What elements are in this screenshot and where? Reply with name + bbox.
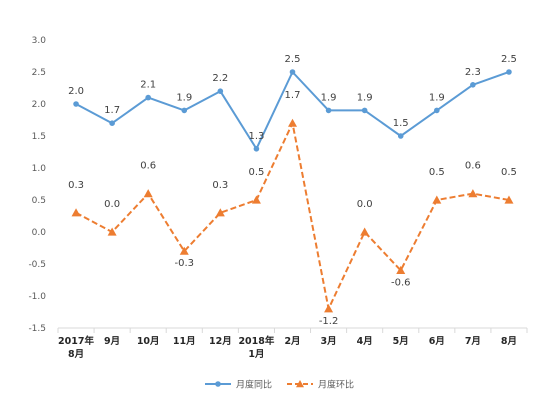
data-point-circle xyxy=(470,82,476,88)
x-tick-label: 8月 xyxy=(501,336,517,347)
x-tick-label-line2: 1月 xyxy=(248,349,264,360)
data-label: 2.2 xyxy=(212,73,228,84)
data-point-triangle xyxy=(251,195,261,204)
data-label: 0.6 xyxy=(140,161,156,172)
data-label: 1.7 xyxy=(104,105,120,116)
data-label: 0.5 xyxy=(501,167,517,178)
data-point-triangle xyxy=(179,246,189,255)
x-tick-label-line2: 8月 xyxy=(68,349,84,360)
data-point-circle xyxy=(289,69,296,75)
x-tick-label: 2017年 xyxy=(58,335,94,347)
data-label: -0.3 xyxy=(175,258,195,269)
data-label: 2.1 xyxy=(140,80,156,91)
data-point-circle xyxy=(361,107,368,114)
x-tick-label: 12月 xyxy=(209,336,232,347)
data-label: 2.5 xyxy=(501,54,517,65)
data-point-triangle xyxy=(504,195,514,204)
x-tick-label: 10月 xyxy=(137,336,160,347)
y-tick-label: -1.5 xyxy=(28,324,46,334)
x-tick-label: 2月 xyxy=(284,336,300,347)
data-label: 0.0 xyxy=(104,199,120,210)
data-point-triangle xyxy=(432,195,442,204)
y-tick-label: 0.0 xyxy=(32,228,47,238)
data-label: 2.3 xyxy=(465,67,481,78)
data-point-triangle xyxy=(288,118,297,127)
data-label: 1.9 xyxy=(176,92,192,103)
legend-label: 月度环比 xyxy=(318,379,354,391)
series-layer xyxy=(71,69,514,313)
data-point-triangle xyxy=(143,189,153,198)
data-label: 1.5 xyxy=(393,118,409,129)
data-label: 0.3 xyxy=(68,180,84,191)
legend-marker-triangle xyxy=(296,380,304,388)
data-label: 1.9 xyxy=(429,92,445,103)
data-point-triangle xyxy=(468,189,478,198)
data-label: 0.6 xyxy=(465,161,481,172)
data-label: 1.3 xyxy=(248,131,264,142)
legend-label: 月度同比 xyxy=(236,379,272,391)
x-tick-label: 7月 xyxy=(465,336,481,347)
x-tick-label: 11月 xyxy=(173,336,196,347)
series-line-1 xyxy=(75,122,510,310)
data-point-circle xyxy=(325,107,332,114)
y-tick-label: 2.5 xyxy=(32,68,46,78)
data-point-circle xyxy=(397,133,404,139)
data-point-triangle xyxy=(71,208,81,217)
data-point-circle xyxy=(181,107,188,114)
data-label: 0.5 xyxy=(248,167,264,178)
y-tick-label: 1.0 xyxy=(32,164,47,174)
data-point-circle xyxy=(109,120,115,126)
data-point-circle xyxy=(145,94,151,101)
y-tick-label: 1.5 xyxy=(32,132,46,142)
y-tick-label: -0.5 xyxy=(28,260,46,270)
data-point-triangle xyxy=(396,265,406,274)
data-label: 1.9 xyxy=(321,92,337,103)
legend-marker-circle xyxy=(215,381,221,387)
x-axis: 2017年 8月 9月 10月 11月 12月 2018年 1月 2月 3月 4月 5月 6月 7月 8月 xyxy=(57,327,528,360)
y-tick-label: 3.0 xyxy=(32,36,47,46)
data-label: -0.6 xyxy=(391,277,411,288)
data-label: 2.5 xyxy=(285,54,301,65)
data-point-triangle xyxy=(215,208,225,217)
data-point-circle xyxy=(434,107,440,114)
x-tick-label: 6月 xyxy=(429,336,445,347)
data-label: -1.2 xyxy=(319,316,339,327)
data-point-circle xyxy=(217,88,224,94)
data-label: 1.9 xyxy=(357,92,373,103)
data-label: 1.7 xyxy=(285,90,301,101)
data-point-triangle xyxy=(107,227,117,236)
data-point-circle xyxy=(506,69,512,75)
data-label: 0.3 xyxy=(212,180,228,191)
data-label: 0.5 xyxy=(429,167,445,178)
x-tick-label: 3月 xyxy=(321,336,337,347)
y-axis: 3.0 2.5 2.0 1.5 1.0 0.5 0.0 -0.5 -1.0 -1.5 xyxy=(28,36,46,334)
data-point-circle xyxy=(73,101,79,107)
data-labels: 2.0 1.7 2.1 1.9 2.2 1.3 2.5 1.9 1.9 1.5 1.9 2.3 2.5 0… xyxy=(68,54,517,327)
x-tick-label: 2018年 xyxy=(238,335,274,347)
data-point-triangle xyxy=(324,304,334,313)
data-point-triangle xyxy=(360,227,370,236)
legend: 月度同比 月度环比 xyxy=(205,379,354,391)
x-tick-label: 5月 xyxy=(393,336,409,347)
data-label: 0.0 xyxy=(357,199,373,210)
data-label: 2.0 xyxy=(68,86,84,97)
y-tick-label: 0.5 xyxy=(32,196,46,206)
x-tick-label: 9月 xyxy=(104,336,120,347)
y-tick-label: 2.0 xyxy=(32,100,47,110)
x-tick-label: 4月 xyxy=(357,336,373,347)
y-tick-label: -1.0 xyxy=(28,292,46,302)
data-point-circle xyxy=(253,146,260,152)
